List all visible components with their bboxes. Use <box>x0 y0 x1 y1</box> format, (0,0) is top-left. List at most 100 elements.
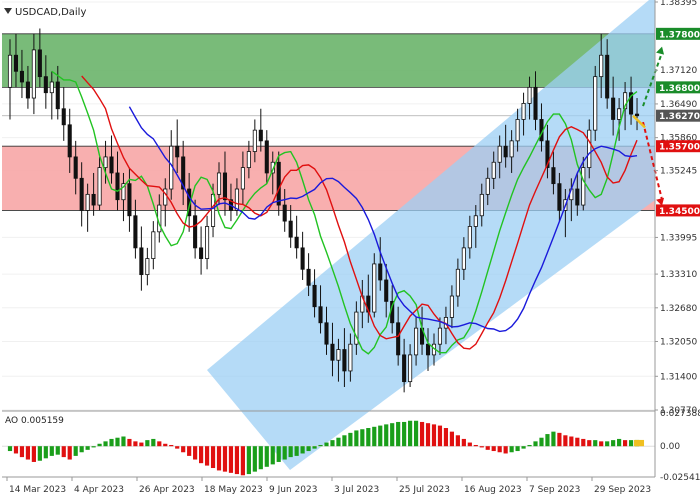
ao-bar <box>151 438 156 447</box>
ao-bar <box>402 421 407 447</box>
ao-bar <box>133 441 138 447</box>
y-tick-label: 1.30770 <box>660 406 697 416</box>
candle-body <box>85 193 90 211</box>
ao-bar <box>115 437 120 447</box>
candle-body <box>354 311 359 345</box>
ao-bar <box>372 426 377 447</box>
ao-bar <box>557 432 562 447</box>
candle-body <box>91 193 96 206</box>
ascending-channel <box>207 0 655 470</box>
candle-body <box>37 49 42 78</box>
price-level-label: 1.37800 <box>659 30 700 40</box>
ao-bar <box>13 446 19 454</box>
candle-body <box>210 193 216 227</box>
candle-body <box>378 263 383 281</box>
ao-bar <box>408 420 413 447</box>
ao-bar <box>443 428 449 447</box>
ao-bar <box>288 446 293 458</box>
ao-bar <box>121 436 126 447</box>
candle-body <box>611 97 616 120</box>
candle-body <box>551 167 556 185</box>
candle-body <box>234 188 239 211</box>
candle-body <box>485 177 490 195</box>
ao-bar <box>467 442 472 447</box>
ao-bar <box>431 424 437 447</box>
ao-bar <box>258 446 263 470</box>
candle-body <box>473 215 478 227</box>
ao-bar <box>103 441 108 447</box>
ao-bar <box>187 446 192 456</box>
candle-body <box>276 161 281 206</box>
candle-body <box>79 177 84 211</box>
candle-body <box>425 343 431 356</box>
candles <box>7 28 640 393</box>
price-level-tag <box>656 27 700 40</box>
ao-bar <box>169 444 174 447</box>
candle-body <box>222 172 228 201</box>
x-tick-label: 14 Mar 2023 <box>9 485 66 495</box>
ao-bar <box>348 432 353 447</box>
ao-bar <box>611 440 616 447</box>
ao-bar <box>234 446 240 475</box>
ao-bar <box>366 428 371 447</box>
candle-body <box>73 156 78 179</box>
ao-bar <box>378 425 383 447</box>
ao-bar <box>31 446 36 462</box>
candle-body <box>55 81 60 110</box>
ao-bar <box>210 446 216 469</box>
candle-body <box>246 151 251 169</box>
ao-bar <box>527 444 532 447</box>
ao-bar <box>581 438 586 447</box>
y-tick-label: 1.37120 <box>660 66 697 76</box>
ao-bar <box>222 446 228 472</box>
ao-bar <box>37 446 42 461</box>
medium-ma-line <box>81 75 638 350</box>
ao-bar <box>276 446 281 462</box>
ao-bar <box>336 437 341 447</box>
candle-body <box>503 145 508 158</box>
y-tick-label: 1.36490 <box>660 100 697 110</box>
ao-bar <box>533 441 538 447</box>
chart-title-group: USDCAD,Daily <box>4 7 86 18</box>
ao-bar <box>509 446 514 453</box>
ao-bar <box>491 446 496 452</box>
candle-body <box>581 167 586 206</box>
ao-bar <box>575 437 580 447</box>
candle-body <box>414 327 419 356</box>
ao-bar <box>157 441 162 447</box>
candle-body <box>127 183 132 217</box>
ao-tick-label: 0.00 <box>660 442 680 452</box>
ao-bar <box>61 446 66 458</box>
ao-bar <box>360 429 365 447</box>
candle-body <box>593 76 598 131</box>
ao-bar <box>49 446 54 456</box>
candle-body <box>7 54 13 88</box>
ao-bar <box>449 431 454 447</box>
ao-current-bar <box>634 439 645 447</box>
ao-bar <box>396 421 401 447</box>
ao-bar <box>384 424 389 447</box>
candle-body <box>599 54 604 78</box>
ao-bar <box>354 430 359 447</box>
x-tick-label: 7 Sep 2023 <box>529 485 580 495</box>
ao-bar <box>127 438 132 447</box>
ao-bar <box>25 446 31 460</box>
candle-body <box>49 81 54 94</box>
ao-bar <box>503 446 508 454</box>
candle-body <box>216 172 222 195</box>
candle-body <box>634 113 640 117</box>
candle-body <box>396 322 401 356</box>
candle-body <box>193 215 198 249</box>
candle-body <box>449 295 454 318</box>
candle-body <box>461 247 466 270</box>
ao-bar <box>204 446 210 466</box>
candle-body <box>13 54 19 72</box>
candle-body <box>300 247 305 270</box>
x-tick-label: 4 Apr 2023 <box>74 485 124 495</box>
ao-bar <box>324 442 329 447</box>
down-arrow-head-icon <box>656 197 665 206</box>
candle-body <box>408 354 413 383</box>
x-tick-label: 26 Apr 2023 <box>139 485 195 495</box>
dropdown-triangle-icon[interactable] <box>4 8 12 14</box>
